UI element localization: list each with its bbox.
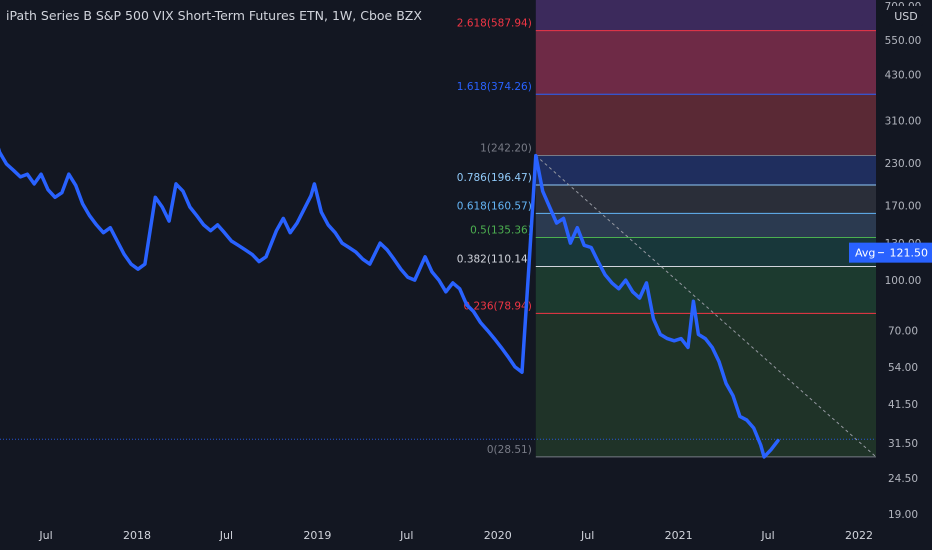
fib-band-5	[535, 237, 876, 267]
fib-level-label-0: 2.618(587.94)	[457, 18, 532, 30]
chart-title: iPath Series B S&P 500 VIX Short-Term Fu…	[6, 8, 422, 23]
fib-band-1	[535, 94, 876, 156]
x-tick-label: Jul	[580, 529, 594, 542]
x-tick-label: 2021	[665, 529, 693, 542]
x-tick-label: 2019	[303, 529, 331, 542]
fib-band-3	[535, 184, 876, 214]
y-tick-label: 170.00	[885, 200, 922, 212]
time-axis[interactable]	[0, 521, 876, 550]
fib-level-label-7: 0.236(78.94)	[463, 300, 531, 312]
fib-level-label-6: 0.382(110.14)	[457, 253, 532, 265]
y-tick-label: 430.00	[885, 70, 922, 82]
fib-level-label-3: 0.786(196.47)	[457, 172, 532, 184]
y-tick-label: 230.00	[885, 158, 922, 170]
fib-level-label-1: 1.618(374.26)	[457, 81, 532, 93]
fib-retracement[interactable]: 2.618(587.94) 1.618(374.26) 1(242.20) 0.786…	[457, 0, 877, 458]
y-tick-label: 19.00	[888, 509, 918, 521]
x-tick-label: Jul	[38, 529, 52, 542]
x-tick-label: 2022	[845, 529, 873, 542]
currency-label: USD	[894, 10, 918, 23]
x-tick-label: Jul	[219, 529, 233, 542]
y-tick-label: 41.50	[888, 399, 918, 411]
time-axis-labels: Jul 2018 Jul 2019 Jul 2020 Jul 2021 Jul 2022	[38, 529, 873, 542]
y-tick-label: 31.50	[888, 438, 918, 450]
fib-band-4	[535, 213, 876, 238]
fib-level-label-8: 0(28.51)	[487, 444, 532, 456]
y-tick-label: 54.00	[888, 362, 918, 374]
x-tick-label: 2018	[123, 529, 151, 542]
fib-level-label-2: 1(242.20)	[480, 142, 532, 154]
currency-badge-bg	[889, 6, 923, 26]
fib-trend-line	[535, 155, 877, 458]
price-axis[interactable]	[876, 0, 932, 550]
avg-label-text: Avg	[855, 247, 875, 260]
y-tick-label: 24.50	[888, 473, 918, 485]
price-axis-labels: 700.00550.00430.00310.00230.00170.00130.…	[885, 1, 922, 521]
series-layer	[0, 147, 780, 459]
avg-label-bg	[849, 242, 932, 263]
fib-band-6	[535, 266, 876, 314]
fib-band-7	[535, 313, 876, 457]
x-tick-label: Jul	[760, 529, 774, 542]
avg-label: Avg 121.50	[849, 242, 932, 263]
y-tick-label: 100.00	[885, 275, 922, 287]
y-tick-label: 550.00	[885, 35, 922, 47]
avg-label-value: 121.50	[890, 247, 929, 260]
fib-band-top	[535, 0, 876, 31]
fib-level-label-4: 0.618(160.57)	[457, 200, 532, 212]
price-series-line	[0, 147, 780, 459]
fib-band-0	[535, 30, 876, 95]
fib-level-label-5: 0.5(135.36)	[470, 224, 532, 236]
y-tick-label: 70.00	[888, 325, 918, 337]
y-tick-label: 310.00	[885, 116, 922, 128]
x-tick-label: 2020	[484, 529, 512, 542]
x-tick-label: Jul	[399, 529, 413, 542]
fib-band-2	[535, 155, 876, 185]
